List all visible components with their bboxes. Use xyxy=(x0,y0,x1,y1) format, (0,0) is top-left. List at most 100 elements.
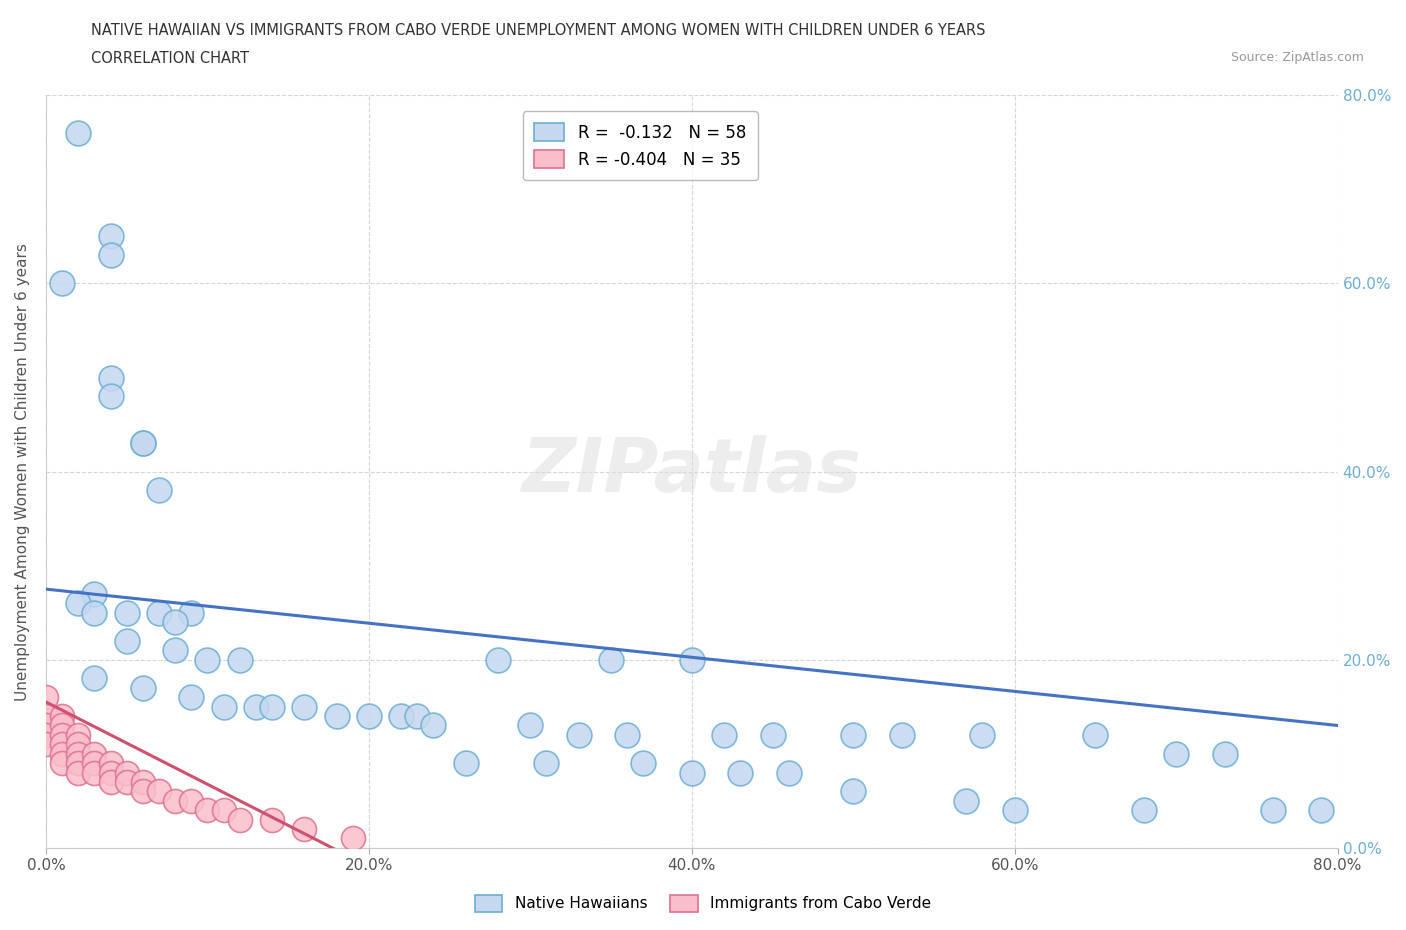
Point xyxy=(51,709,73,724)
Point xyxy=(83,765,105,780)
Point xyxy=(600,652,623,667)
Point xyxy=(778,765,800,780)
Point xyxy=(51,756,73,771)
Point xyxy=(165,615,187,630)
Point xyxy=(1261,803,1284,817)
Point xyxy=(197,803,219,817)
Point xyxy=(115,633,138,648)
Point xyxy=(536,756,558,771)
Point xyxy=(165,793,187,808)
Point xyxy=(1004,803,1026,817)
Point xyxy=(35,737,58,751)
Point xyxy=(1213,746,1236,761)
Text: NATIVE HAWAIIAN VS IMMIGRANTS FROM CABO VERDE UNEMPLOYMENT AMONG WOMEN WITH CHIL: NATIVE HAWAIIAN VS IMMIGRANTS FROM CABO … xyxy=(91,23,986,38)
Point xyxy=(100,389,122,404)
Point xyxy=(228,652,250,667)
Point xyxy=(842,727,865,742)
Point xyxy=(51,276,73,291)
Point xyxy=(342,830,364,845)
Point xyxy=(972,727,994,742)
Point xyxy=(197,652,219,667)
Point xyxy=(260,812,283,827)
Point xyxy=(1166,746,1188,761)
Point xyxy=(132,775,155,790)
Point xyxy=(519,718,541,733)
Point xyxy=(245,699,267,714)
Point xyxy=(115,605,138,620)
Point xyxy=(212,803,235,817)
Point xyxy=(115,775,138,790)
Point xyxy=(728,765,751,780)
Text: ZIPatlas: ZIPatlas xyxy=(522,435,862,508)
Text: Source: ZipAtlas.com: Source: ZipAtlas.com xyxy=(1230,51,1364,64)
Point xyxy=(35,727,58,742)
Point xyxy=(100,775,122,790)
Point xyxy=(51,746,73,761)
Point xyxy=(228,812,250,827)
Point xyxy=(422,718,444,733)
Point xyxy=(713,727,735,742)
Point xyxy=(83,746,105,761)
Point xyxy=(148,605,170,620)
Point xyxy=(325,709,347,724)
Point xyxy=(890,727,912,742)
Point xyxy=(67,727,90,742)
Point xyxy=(292,699,315,714)
Legend: Native Hawaiians, Immigrants from Cabo Verde: Native Hawaiians, Immigrants from Cabo V… xyxy=(468,889,938,918)
Point xyxy=(67,126,90,140)
Point xyxy=(1310,803,1333,817)
Point xyxy=(357,709,380,724)
Point xyxy=(67,765,90,780)
Point xyxy=(100,756,122,771)
Point xyxy=(67,737,90,751)
Point xyxy=(633,756,655,771)
Point xyxy=(180,793,202,808)
Point xyxy=(761,727,783,742)
Text: CORRELATION CHART: CORRELATION CHART xyxy=(91,51,249,66)
Point xyxy=(67,746,90,761)
Point xyxy=(1133,803,1156,817)
Point xyxy=(180,690,202,705)
Point xyxy=(842,784,865,799)
Point xyxy=(83,756,105,771)
Point xyxy=(132,436,155,451)
Point xyxy=(148,784,170,799)
Point xyxy=(681,765,703,780)
Point xyxy=(165,643,187,658)
Point xyxy=(955,793,977,808)
Point xyxy=(35,690,58,705)
Point xyxy=(132,784,155,799)
Point xyxy=(148,483,170,498)
Point xyxy=(132,681,155,696)
Point xyxy=(67,756,90,771)
Point xyxy=(389,709,412,724)
Point xyxy=(212,699,235,714)
Point xyxy=(180,605,202,620)
Point xyxy=(406,709,429,724)
Point xyxy=(260,699,283,714)
Point xyxy=(51,737,73,751)
Point xyxy=(67,596,90,611)
Point xyxy=(115,765,138,780)
Point xyxy=(100,765,122,780)
Point xyxy=(100,229,122,244)
Point xyxy=(486,652,509,667)
Point xyxy=(454,756,477,771)
Point xyxy=(132,436,155,451)
Point xyxy=(568,727,591,742)
Point xyxy=(35,709,58,724)
Point xyxy=(83,671,105,686)
Point xyxy=(292,821,315,836)
Point xyxy=(51,727,73,742)
Point xyxy=(83,605,105,620)
Point xyxy=(681,652,703,667)
Point xyxy=(35,718,58,733)
Point xyxy=(83,587,105,602)
Y-axis label: Unemployment Among Women with Children Under 6 years: Unemployment Among Women with Children U… xyxy=(15,243,30,700)
Point xyxy=(51,718,73,733)
Legend: R =  -0.132   N = 58, R = -0.404   N = 35: R = -0.132 N = 58, R = -0.404 N = 35 xyxy=(523,112,758,180)
Point xyxy=(100,247,122,262)
Point xyxy=(1084,727,1107,742)
Point xyxy=(616,727,638,742)
Point xyxy=(100,370,122,385)
